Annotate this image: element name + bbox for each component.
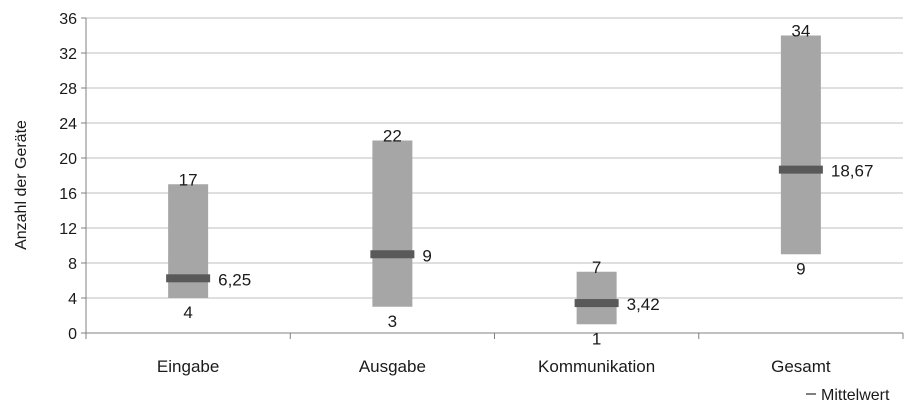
mean-value-label: 18,67 [831, 162, 874, 181]
y-tick-label: 4 [68, 291, 77, 308]
x-category-label: Kommunikation [538, 357, 655, 376]
max-value-label: 22 [383, 127, 402, 146]
mean-marker [166, 274, 211, 283]
x-category-label: Eingabe [157, 357, 219, 376]
data-labels: 17 4 6,25 22 3 9 7 1 3,42 34 9 18,67 [179, 22, 874, 349]
y-tick-labels: 0 4 8 12 16 20 24 28 32 36 [59, 11, 77, 343]
y-tick-label: 0 [68, 326, 77, 343]
axes [81, 17, 904, 339]
range-bar [780, 35, 821, 255]
mean-value-label: 3,42 [627, 295, 660, 314]
y-tick-label: 16 [59, 186, 77, 203]
x-category-label: Ausgabe [359, 357, 426, 376]
mean-marker [370, 250, 415, 259]
y-tick-label: 24 [59, 116, 77, 133]
x-category-label: Gesamt [771, 357, 831, 376]
legend: Mittelwert [806, 387, 890, 404]
max-value-label: 7 [592, 258, 601, 277]
y-tick-label: 32 [59, 46, 77, 63]
range-bar [372, 140, 413, 307]
min-value-label: 4 [183, 303, 192, 322]
range-bars [166, 35, 823, 325]
max-value-label: 34 [791, 22, 810, 41]
y-tick-label: 36 [59, 11, 77, 28]
legend-label-mittelwert: Mittelwert [821, 387, 890, 404]
y-tick-label: 12 [59, 221, 77, 238]
y-tick-label: 28 [59, 81, 77, 98]
mean-value-label: 9 [422, 246, 431, 265]
mean-value-label: 6,25 [218, 270, 251, 289]
min-value-label: 3 [388, 312, 397, 331]
max-value-label: 17 [179, 170, 198, 189]
range-bar [576, 271, 617, 325]
y-tick-label: 8 [68, 256, 77, 273]
x-category-labels: Eingabe Ausgabe Kommunikation Gesamt [157, 357, 831, 376]
mean-marker [574, 299, 619, 308]
y-tick-label: 20 [59, 151, 77, 168]
gridlines [86, 17, 903, 299]
min-value-label: 1 [592, 329, 601, 348]
y-axis-title: Anzahl der Geräte [13, 120, 30, 250]
min-value-label: 9 [796, 259, 805, 278]
mean-marker [778, 165, 823, 174]
